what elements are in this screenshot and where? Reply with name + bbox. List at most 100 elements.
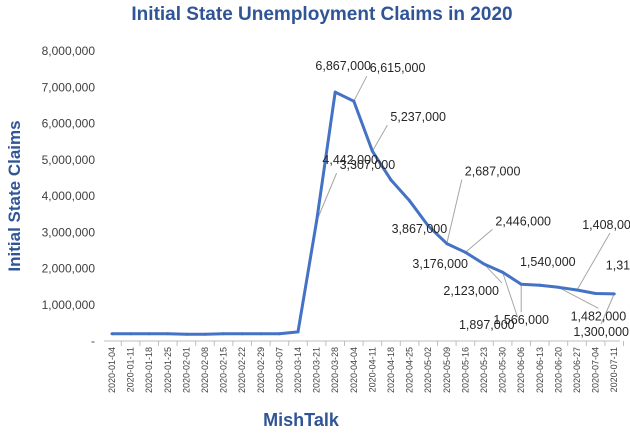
data-point <box>370 149 374 153</box>
x-tick-label: 2020-02-08 <box>200 347 210 393</box>
x-tick-label: 2020-02-22 <box>237 347 247 393</box>
x-tick-label: 2020-04-25 <box>405 347 415 393</box>
y-tick-label: 2,000,000 <box>42 262 96 276</box>
x-tick-label: 2020-03-28 <box>330 347 340 393</box>
x-tick-label: 2020-05-16 <box>460 347 470 393</box>
data-point <box>389 178 393 182</box>
data-label: 3,867,000 <box>392 222 448 236</box>
data-label: 5,237,000 <box>390 110 446 124</box>
data-label: 4,442,000 <box>322 153 378 167</box>
x-tick-label: 2020-01-04 <box>107 347 117 393</box>
x-tick-label: 2020-02-15 <box>219 347 229 393</box>
data-label: 1,300,000 <box>573 325 629 339</box>
data-label-leaders <box>316 75 615 325</box>
data-label: 2,123,000 <box>443 284 499 298</box>
y-tick-label: 4,000,000 <box>42 189 96 203</box>
y-tick-label: 6,000,000 <box>42 117 96 131</box>
data-point <box>240 332 244 336</box>
data-label: 1,897,000 <box>459 318 515 332</box>
data-point <box>110 332 114 336</box>
data-label-leader <box>371 124 388 152</box>
x-tick-label: 2020-05-23 <box>479 347 489 393</box>
data-point <box>184 332 188 336</box>
data-label: 6,615,000 <box>370 61 426 75</box>
data-label: 2,446,000 <box>495 214 551 228</box>
x-tick-label: 2020-06-06 <box>516 347 526 393</box>
data-point <box>463 250 467 254</box>
data-point <box>519 282 523 286</box>
x-tick-label: 2020-06-27 <box>572 347 582 393</box>
x-tick-label: 2020-05-09 <box>442 347 452 393</box>
data-point <box>277 332 281 336</box>
x-tick-label: 2020-07-11 <box>609 347 619 392</box>
data-label: 1,540,000 <box>520 255 576 269</box>
x-tick-label: 2020-01-25 <box>163 347 173 393</box>
data-point <box>556 285 560 289</box>
data-label: 1,408,000 <box>582 218 630 232</box>
data-label-leader <box>600 293 615 325</box>
x-tick-label: 2020-01-18 <box>144 347 154 393</box>
x-tick-label: 2020-04-18 <box>386 347 396 393</box>
y-tick-label: - <box>91 334 95 348</box>
data-point <box>575 288 579 292</box>
data-point <box>426 224 430 228</box>
data-point <box>333 90 337 94</box>
data-point <box>147 332 151 336</box>
data-points <box>110 90 616 336</box>
x-tick-label: 2020-03-14 <box>293 347 303 393</box>
x-tick-label: 2020-05-30 <box>498 347 508 393</box>
y-axis-ticks: - 1,000,000 2,000,000 3,000,000 4,000,000 5,0… <box>42 44 96 348</box>
data-point <box>203 332 207 336</box>
data-point <box>315 219 319 223</box>
x-tick-label: 2020-03-07 <box>274 347 284 393</box>
y-tick-label: 7,000,000 <box>42 80 96 94</box>
data-label: 1,566,000 <box>493 313 549 327</box>
data-point <box>296 330 300 334</box>
data-point <box>222 332 226 336</box>
data-label-leader <box>316 172 338 222</box>
x-tick-label: 2020-04-11 <box>367 347 377 392</box>
data-point <box>538 283 542 287</box>
data-point <box>166 332 170 336</box>
data-point <box>501 270 505 274</box>
x-tick-label: 2020-01-11 <box>126 347 136 392</box>
y-tick-label: 8,000,000 <box>42 44 96 58</box>
data-point <box>352 99 356 103</box>
data-point <box>612 292 616 296</box>
data-label-leader <box>576 232 611 291</box>
data-point <box>594 292 598 296</box>
data-label: 6,867,000 <box>315 59 371 73</box>
data-label: 1,482,000 <box>571 309 627 323</box>
data-label-leader <box>465 228 493 253</box>
x-tick-label: 2020-06-13 <box>535 347 545 393</box>
y-tick-label: 1,000,000 <box>42 298 96 312</box>
chart-title: Initial State Unemployment Claims in 202… <box>131 4 512 25</box>
data-label: 1,310,000 <box>606 259 630 273</box>
x-tick-label: 2020-06-20 <box>553 347 563 393</box>
x-tick-label: 2020-05-02 <box>423 347 433 393</box>
data-label: 3,176,000 <box>412 257 468 271</box>
x-tick-label: 2020-02-29 <box>256 347 266 393</box>
x-axis-label: MishTalk <box>263 410 340 430</box>
data-label-leader <box>353 75 368 102</box>
data-label-leader <box>502 272 519 318</box>
data-label-leader <box>446 179 463 244</box>
x-tick-label: 2020-03-21 <box>312 347 322 393</box>
data-point <box>445 242 449 246</box>
y-tick-label: 5,000,000 <box>42 153 96 167</box>
data-label-leader <box>483 263 503 284</box>
data-point <box>129 332 133 336</box>
data-label: 2,687,000 <box>465 165 521 179</box>
data-label-leader <box>558 286 599 309</box>
data-label: 3,307,000 <box>340 158 396 172</box>
x-tick-label: 2020-04-04 <box>349 347 359 393</box>
y-tick-label: 3,000,000 <box>42 225 96 239</box>
y-axis-label: Initial State Claims <box>5 120 24 271</box>
data-point <box>259 332 263 336</box>
x-axis-ticks: 2020-01-04 2020-01-11 2020-01-18 2020-01-25… <box>107 341 624 393</box>
series-line <box>112 90 615 336</box>
x-tick-label: 2020-02-01 <box>181 347 191 393</box>
x-tick-label: 2020-07-04 <box>591 347 601 393</box>
